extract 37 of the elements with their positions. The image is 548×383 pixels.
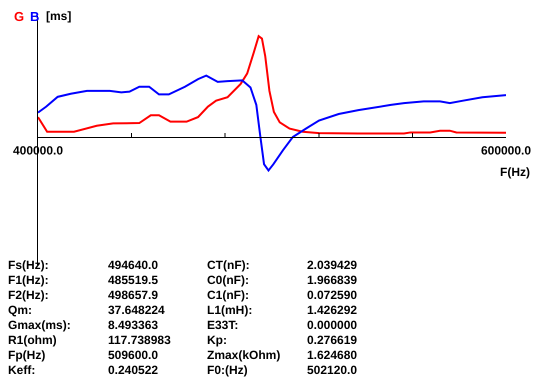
text: 0.276619 bbox=[307, 333, 358, 347]
text: Gmax(ms): bbox=[8, 318, 71, 332]
text: 0.072590 bbox=[307, 288, 358, 302]
text: 0.240522 bbox=[108, 363, 158, 377]
text: E33T: bbox=[207, 318, 238, 332]
text: 1.426292 bbox=[307, 303, 358, 317]
text: 1.966839 bbox=[307, 273, 358, 287]
text: 509600.0 bbox=[108, 348, 158, 362]
text: F0:(Hz) bbox=[207, 363, 248, 377]
text: 498657.9 bbox=[108, 288, 158, 302]
text: Fp(Hz) bbox=[8, 348, 46, 362]
text: 0.000000 bbox=[307, 318, 358, 332]
text: 8.493363 bbox=[108, 318, 158, 332]
text: L1(mH): bbox=[207, 303, 252, 317]
text: 2.039429 bbox=[307, 258, 358, 272]
text: Qm: bbox=[8, 303, 32, 317]
text: Fs(Hz): bbox=[8, 258, 49, 272]
text: 494640.0 bbox=[108, 258, 158, 272]
text: Kp: bbox=[207, 333, 227, 347]
y-axis-title: [ms] bbox=[46, 9, 72, 23]
text: 1.624680 bbox=[307, 348, 358, 362]
text: F1(Hz): bbox=[8, 273, 49, 287]
text: Zmax(kOhm) bbox=[207, 348, 280, 362]
text: R1(ohm) bbox=[8, 333, 57, 347]
text: 485519.5 bbox=[108, 273, 158, 287]
text: 37.648224 bbox=[108, 303, 165, 317]
text: 502120.0 bbox=[307, 363, 358, 377]
text: 117.738983 bbox=[108, 333, 171, 347]
text: G bbox=[14, 9, 24, 24]
x-tick-label: 600000.0 bbox=[480, 143, 532, 158]
text: C0(nF): bbox=[207, 273, 249, 287]
text: C1(nF): bbox=[207, 288, 249, 302]
text: CT(nF): bbox=[207, 258, 250, 272]
text: F2(Hz): bbox=[8, 288, 49, 302]
text: Keff: bbox=[8, 363, 36, 377]
text: B bbox=[30, 9, 40, 24]
x-axis-title: F(Hz) bbox=[500, 165, 530, 179]
